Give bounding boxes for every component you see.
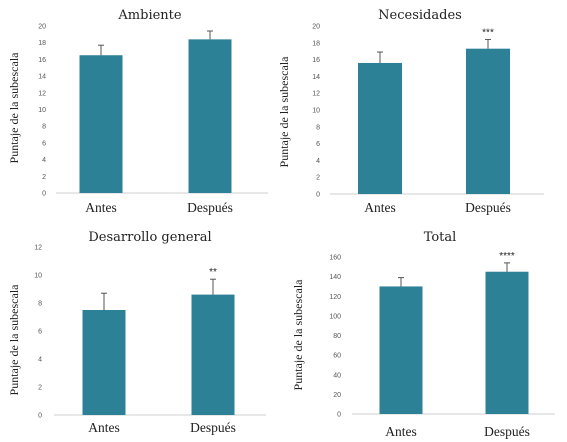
y-tick-label: 6 (38, 329, 42, 336)
y-tick-label: 12 (34, 245, 42, 252)
y-axis-label: Puntaje de la subescala (291, 279, 305, 391)
y-tick-label: 0 (42, 191, 46, 198)
y-tick-label: 10 (38, 107, 46, 114)
y-tick-label: 12 (312, 91, 320, 98)
chart-title: Total (424, 230, 457, 245)
y-axis-label: Puntaje de la subescala (7, 52, 21, 164)
y-tick-label: 0 (337, 412, 341, 419)
y-tick-label: 16 (38, 57, 46, 64)
y-tick-label: 60 (333, 353, 341, 360)
bar-antes (379, 286, 423, 414)
x-category-label: Después (187, 200, 233, 215)
y-tick-label: 14 (312, 74, 320, 81)
chart-2: Necesidades Puntaje de la subescala 0 2 4 6 8 1… (277, 8, 544, 215)
y-tick-label: 160 (329, 255, 341, 262)
y-tick-label: 0 (38, 413, 42, 420)
y-tick-label: 4 (42, 157, 46, 164)
y-tick-label: 20 (312, 24, 320, 31)
x-category-label: Después (465, 200, 511, 215)
y-tick-label: 2 (42, 174, 46, 181)
y-tick-label: 16 (312, 57, 320, 64)
bar-después (485, 271, 529, 414)
y-axis-label: Puntaje de la subescala (7, 284, 21, 396)
bar-después (466, 48, 510, 195)
y-axis-label: Puntaje de la subescala (277, 56, 291, 168)
y-tick-label: 20 (38, 24, 46, 31)
chart-3: Desarrollo general Puntaje de la subescal… (7, 230, 266, 435)
significance-marker: **** (499, 251, 515, 262)
x-category-label: Antes (85, 200, 117, 215)
x-category-label: Antes (88, 420, 120, 435)
y-tick-label: 8 (42, 124, 46, 131)
x-category-label: Antes (364, 200, 396, 215)
bar-después (191, 294, 235, 415)
y-tick-label: 2 (316, 175, 320, 182)
y-tick-label: 14 (38, 74, 46, 81)
bar-antes (79, 55, 123, 193)
bar-antes (82, 310, 126, 415)
y-tick-label: 100 (329, 313, 341, 320)
bar-después (188, 39, 232, 193)
y-tick-label: 40 (333, 372, 341, 379)
y-tick-label: 8 (38, 301, 42, 308)
y-tick-label: 140 (329, 274, 341, 281)
significance-marker: *** (482, 27, 494, 38)
chart-1: Ambiente Puntaje de la subescala 0 2 4 6 8 10 12… (7, 8, 268, 215)
y-tick-label: 10 (312, 108, 320, 115)
y-tick-label: 4 (316, 158, 320, 165)
chart-title: Desarrollo general (88, 230, 211, 245)
x-category-label: Antes (385, 424, 417, 439)
y-tick-label: 6 (42, 140, 46, 147)
x-category-label: Después (484, 424, 530, 439)
y-tick-label: 12 (38, 90, 46, 97)
y-tick-label: 6 (316, 141, 320, 148)
x-category-label: Después (190, 420, 236, 435)
y-tick-label: 2 (38, 385, 42, 392)
chart-title: Ambiente (117, 8, 181, 23)
y-tick-label: 10 (34, 273, 42, 280)
bar-antes (358, 62, 402, 195)
y-tick-label: 20 (333, 392, 341, 399)
y-tick-label: 8 (316, 124, 320, 131)
y-tick-label: 18 (38, 40, 46, 47)
y-tick-label: 120 (329, 294, 341, 301)
chart-4: Total Puntaje de la subescala 0 20 40 60 80 100… (291, 230, 555, 439)
significance-marker: ** (209, 267, 217, 278)
y-tick-label: 4 (38, 357, 42, 364)
chart-title: Necesidades (378, 8, 462, 23)
y-tick-label: 18 (312, 40, 320, 47)
y-tick-label: 0 (316, 192, 320, 199)
y-tick-label: 80 (333, 333, 341, 340)
